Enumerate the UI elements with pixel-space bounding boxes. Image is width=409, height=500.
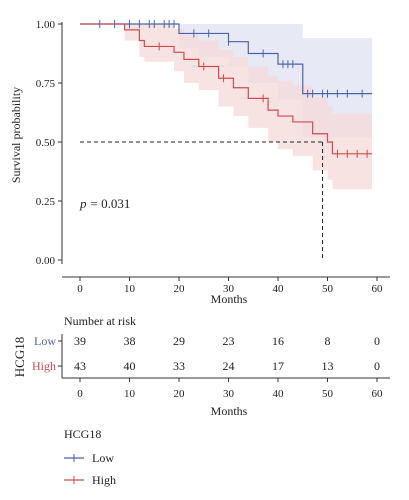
risk-cell-low: 0 bbox=[374, 334, 380, 348]
p-value: = 0.031 bbox=[91, 196, 131, 211]
x-tick-label: 50 bbox=[322, 283, 334, 295]
risk-x-tick-label: 60 bbox=[372, 388, 384, 400]
risk-x-tick-label: 30 bbox=[223, 388, 235, 400]
legend-items: Low High bbox=[64, 451, 116, 487]
x-tick-label: 0 bbox=[77, 283, 83, 295]
risk-table-x-label: Months bbox=[211, 404, 248, 418]
risk-cell-low: 38 bbox=[124, 334, 136, 348]
risk-cell-high: 0 bbox=[374, 359, 380, 373]
y-tick-label: 0.25 bbox=[36, 196, 56, 208]
risk-x-tick-label: 10 bbox=[124, 388, 136, 400]
risk-cell-low: 29 bbox=[173, 334, 185, 348]
risk-table-title: Number at risk bbox=[64, 314, 136, 328]
risk-cell-low: 16 bbox=[272, 334, 284, 348]
survival-curve-high bbox=[80, 23, 373, 155]
confidence-band-high bbox=[80, 24, 373, 190]
risk-row-label-high: High bbox=[32, 359, 56, 373]
censor-marks bbox=[99, 20, 368, 158]
risk-x-tick-label: 40 bbox=[273, 388, 285, 400]
risk-cell-high: 33 bbox=[173, 359, 185, 373]
legend: HCG18 Low High bbox=[64, 427, 116, 487]
y-tick-label: 0.75 bbox=[36, 78, 56, 90]
risk-cell-high: 17 bbox=[272, 359, 284, 373]
legend-label-low: Low bbox=[92, 451, 114, 465]
p-value-annotation: p = 0.031 bbox=[79, 196, 130, 211]
legend-label-high: High bbox=[92, 473, 116, 487]
survival-plot: 0.00 0.25 0.50 0.75 1.00 0 10 20 30 40 50 60 p = 0.0… bbox=[9, 19, 390, 306]
risk-cell-low: 8 bbox=[325, 334, 331, 348]
risk-row-label-low: Low bbox=[34, 334, 56, 348]
x-tick-label: 30 bbox=[223, 283, 235, 295]
risk-table: Number at risk HCG18 Low 39 38 29 23 16 8 0 High… bbox=[12, 314, 390, 418]
risk-cell-high: 13 bbox=[322, 359, 334, 373]
risk-strata-label: HCG18 bbox=[12, 337, 27, 377]
risk-cell-high: 40 bbox=[124, 359, 136, 373]
x-tick-label: 10 bbox=[124, 283, 136, 295]
risk-cell-low: 23 bbox=[223, 334, 235, 348]
risk-table-x-ticks: 0 10 20 30 40 50 60 bbox=[77, 378, 383, 400]
confidence-bands bbox=[80, 24, 373, 190]
x-tick-label: 40 bbox=[273, 283, 285, 295]
y-tick-label: 0.00 bbox=[36, 255, 56, 267]
survival-curves bbox=[80, 23, 373, 155]
risk-cell-high: 24 bbox=[223, 359, 235, 373]
p-label: p bbox=[79, 196, 87, 211]
risk-x-tick-label: 20 bbox=[174, 388, 186, 400]
risk-cell-high: 43 bbox=[74, 359, 86, 373]
y-tick-label: 1.00 bbox=[36, 19, 56, 31]
y-tick-label: 0.50 bbox=[36, 137, 56, 149]
median-lines bbox=[80, 141, 324, 260]
risk-x-tick-label: 0 bbox=[77, 388, 83, 400]
x-axis-label: Months bbox=[211, 292, 248, 306]
x-tick-label: 60 bbox=[372, 283, 384, 295]
axes: 0.00 0.25 0.50 0.75 1.00 0 10 20 30 40 50 60 bbox=[36, 19, 390, 295]
legend-title: HCG18 bbox=[64, 427, 101, 441]
survival-curve-low bbox=[80, 23, 373, 95]
confidence-band-low bbox=[80, 24, 373, 138]
risk-cell-low: 39 bbox=[74, 334, 86, 348]
y-axis-label: Survival probability bbox=[9, 87, 23, 183]
risk-table-rows: Low 39 38 29 23 16 8 0 High 43 40 33 24 17 13 0 bbox=[32, 334, 380, 373]
risk-x-tick-label: 50 bbox=[322, 388, 334, 400]
x-tick-label: 20 bbox=[174, 283, 186, 295]
